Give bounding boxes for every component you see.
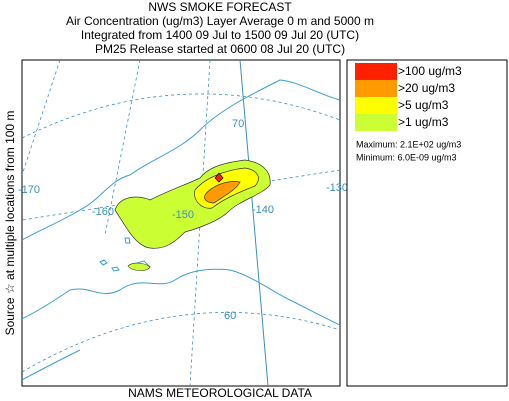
subtitle: PM25 Release started at 0600 08 Jul 20 (… [95,42,345,56]
source-label: Source ☆ at multiple locations from 100 … [3,111,17,336]
graticule-label: -140 [252,204,274,216]
parallel [22,93,340,139]
plume [214,172,224,183]
plume [204,181,241,204]
legend-label: >1 ug/m3 [398,115,449,129]
legend-label: >20 ug/m3 [398,81,455,95]
map: -170 -160 -150 -140 -130 70 60 [18,59,348,387]
maximum: Maximum: 2.1E+02 ug/m3 [356,139,461,149]
graticule-label: -150 [172,209,194,221]
coastline [22,349,81,381]
title: NWS SMOKE FORECAST [148,0,292,14]
graticule-label: -160 [92,206,114,218]
graticule-label: 70 [232,118,244,130]
island [99,237,151,272]
legend-label: >5 ug/m3 [398,98,449,112]
legend-swatch [355,114,397,131]
graticule-label: -130 [326,182,348,194]
parallel [22,312,340,373]
legend-swatch [355,63,397,80]
graticule-label: -170 [18,184,40,196]
border [239,60,269,386]
legend: Maximum: 2.1E+02 ug/m3 Minimum: 6.0E-09 … [346,59,508,387]
legend-swatch [355,80,397,97]
graticule-label: 60 [224,310,236,322]
plume [127,262,151,271]
coastline [22,79,340,241]
legend-label: >100 ug/m3 [398,64,462,78]
subtitle: Integrated from 1400 09 Jul to 1500 09 J… [81,28,359,42]
footer: NAMS METEOROLOGICAL DATA [128,386,312,400]
meridian [22,60,61,176]
minimum: Minimum: 6.0E-09 ug/m3 [356,152,457,162]
legend-swatch [355,97,397,114]
coastline [22,268,340,326]
subtitle: Air Concentration (ug/m3) Layer Average … [66,14,374,28]
